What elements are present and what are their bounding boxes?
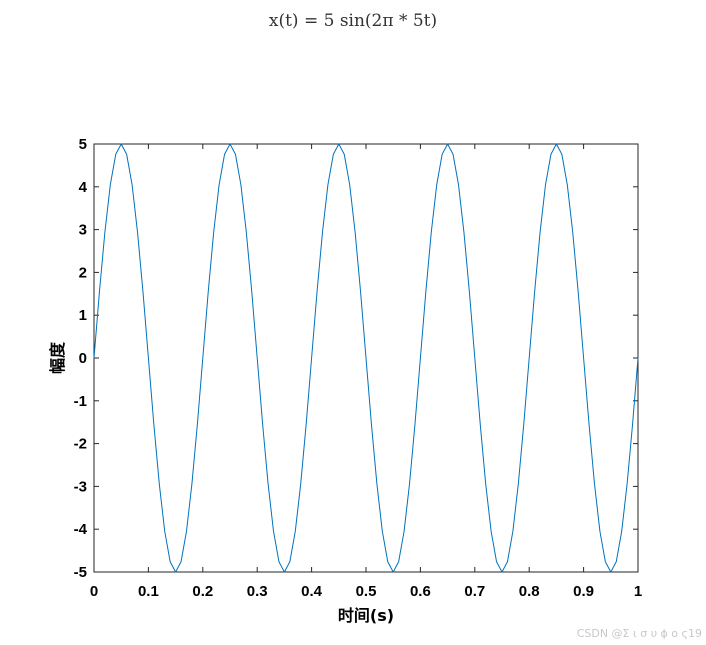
y-tick-label: 3 [79, 222, 87, 239]
chart-title: x(t) = 5 sin(2π * 5t) [269, 11, 437, 31]
y-tick-label: 1 [79, 307, 87, 324]
y-tick-label: 0 [79, 350, 87, 367]
x-tick-labels: 0 0.1 0.2 0.3 0.4 0.5 0.6 0.7 0.8 0.9 1 [90, 583, 642, 600]
x-tick-label: 1 [634, 583, 642, 600]
watermark: CSDN @Σ ι σ υ ϕ ο ς19 [577, 627, 702, 640]
y-tick-label: -5 [74, 564, 87, 581]
x-tick-label: 0.4 [301, 583, 323, 600]
x-tick-label: 0.9 [573, 583, 594, 600]
y-tick-label: -1 [74, 393, 87, 410]
x-axis-label: 时间(s) [338, 606, 394, 625]
x-tick-label: 0 [90, 583, 98, 600]
x-tick-label: 0.7 [464, 583, 485, 600]
y-tick-label: 2 [79, 264, 87, 281]
y-tick-label: -4 [74, 521, 88, 538]
x-tick-label: 0.1 [138, 583, 159, 600]
plot-area: 0 0.1 0.2 0.3 0.4 0.5 0.6 0.7 0.8 0.9 1 5 4 3 2 1 0 -1 -2… [74, 136, 643, 600]
y-tick-label: 4 [79, 179, 88, 196]
y-tick-label: 5 [79, 136, 87, 153]
y-tick-labels: 5 4 3 2 1 0 -1 -2 -3 -4 -5 [74, 136, 88, 581]
x-tick-label: 0.2 [192, 583, 213, 600]
y-axis-label: 幅度 [48, 341, 67, 374]
x-tick-label: 0.5 [356, 583, 377, 600]
x-tick-label: 0.8 [519, 583, 540, 600]
sine-wave-line [93, 143, 639, 573]
x-tick-label: 0.3 [247, 583, 268, 600]
y-tick-label: -2 [74, 436, 87, 453]
x-tick-label: 0.6 [410, 583, 431, 600]
tick-marks [93, 143, 639, 573]
y-tick-label: -3 [74, 478, 87, 495]
